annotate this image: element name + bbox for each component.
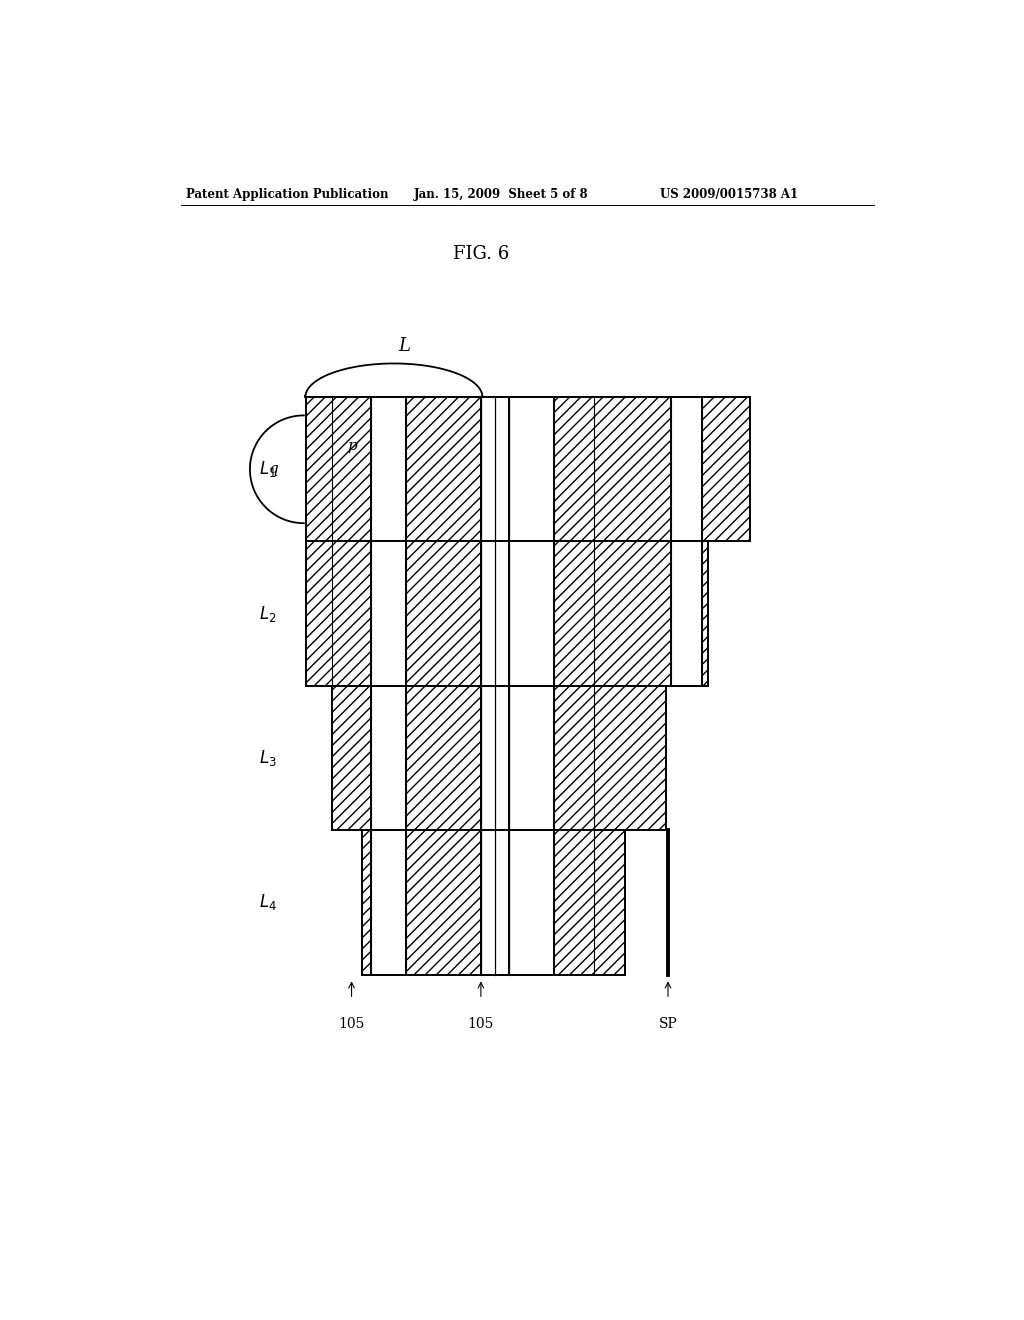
Text: US 2009/0015738 A1: US 2009/0015738 A1 (660, 187, 799, 201)
Bar (407, 541, 481, 686)
Bar (371, 830, 407, 974)
Text: q: q (268, 462, 279, 477)
Bar (509, 686, 554, 830)
Bar (371, 397, 407, 541)
Bar (554, 686, 666, 830)
Text: $L_4$: $L_4$ (259, 892, 276, 912)
Bar (671, 397, 701, 541)
Text: $L_1$: $L_1$ (259, 459, 276, 479)
Bar (509, 541, 554, 686)
Bar (481, 541, 509, 686)
Text: p: p (348, 440, 357, 454)
Text: $L_3$: $L_3$ (259, 748, 276, 768)
Bar (701, 541, 708, 686)
Bar (407, 830, 481, 974)
Text: Patent Application Publication: Patent Application Publication (186, 187, 388, 201)
Bar (554, 541, 671, 686)
Bar (371, 686, 407, 830)
Bar (371, 541, 407, 686)
Bar (701, 397, 751, 541)
Bar (509, 397, 554, 541)
Bar (306, 541, 371, 686)
Bar (306, 397, 371, 541)
Bar (509, 830, 554, 974)
Bar (407, 397, 481, 541)
Bar (361, 830, 371, 974)
Bar (554, 397, 671, 541)
Bar (481, 397, 509, 541)
Bar (333, 686, 371, 830)
Text: $L_2$: $L_2$ (259, 603, 276, 623)
Text: SP: SP (658, 1016, 678, 1031)
Bar (481, 830, 509, 974)
Bar (407, 686, 481, 830)
Text: L: L (398, 337, 410, 355)
Bar (481, 686, 509, 830)
Text: Jan. 15, 2009  Sheet 5 of 8: Jan. 15, 2009 Sheet 5 of 8 (414, 187, 589, 201)
Text: 105: 105 (338, 1016, 365, 1031)
Text: 105: 105 (468, 1016, 495, 1031)
Bar (671, 541, 701, 686)
Bar (554, 830, 625, 974)
Text: FIG. 6: FIG. 6 (453, 244, 509, 263)
